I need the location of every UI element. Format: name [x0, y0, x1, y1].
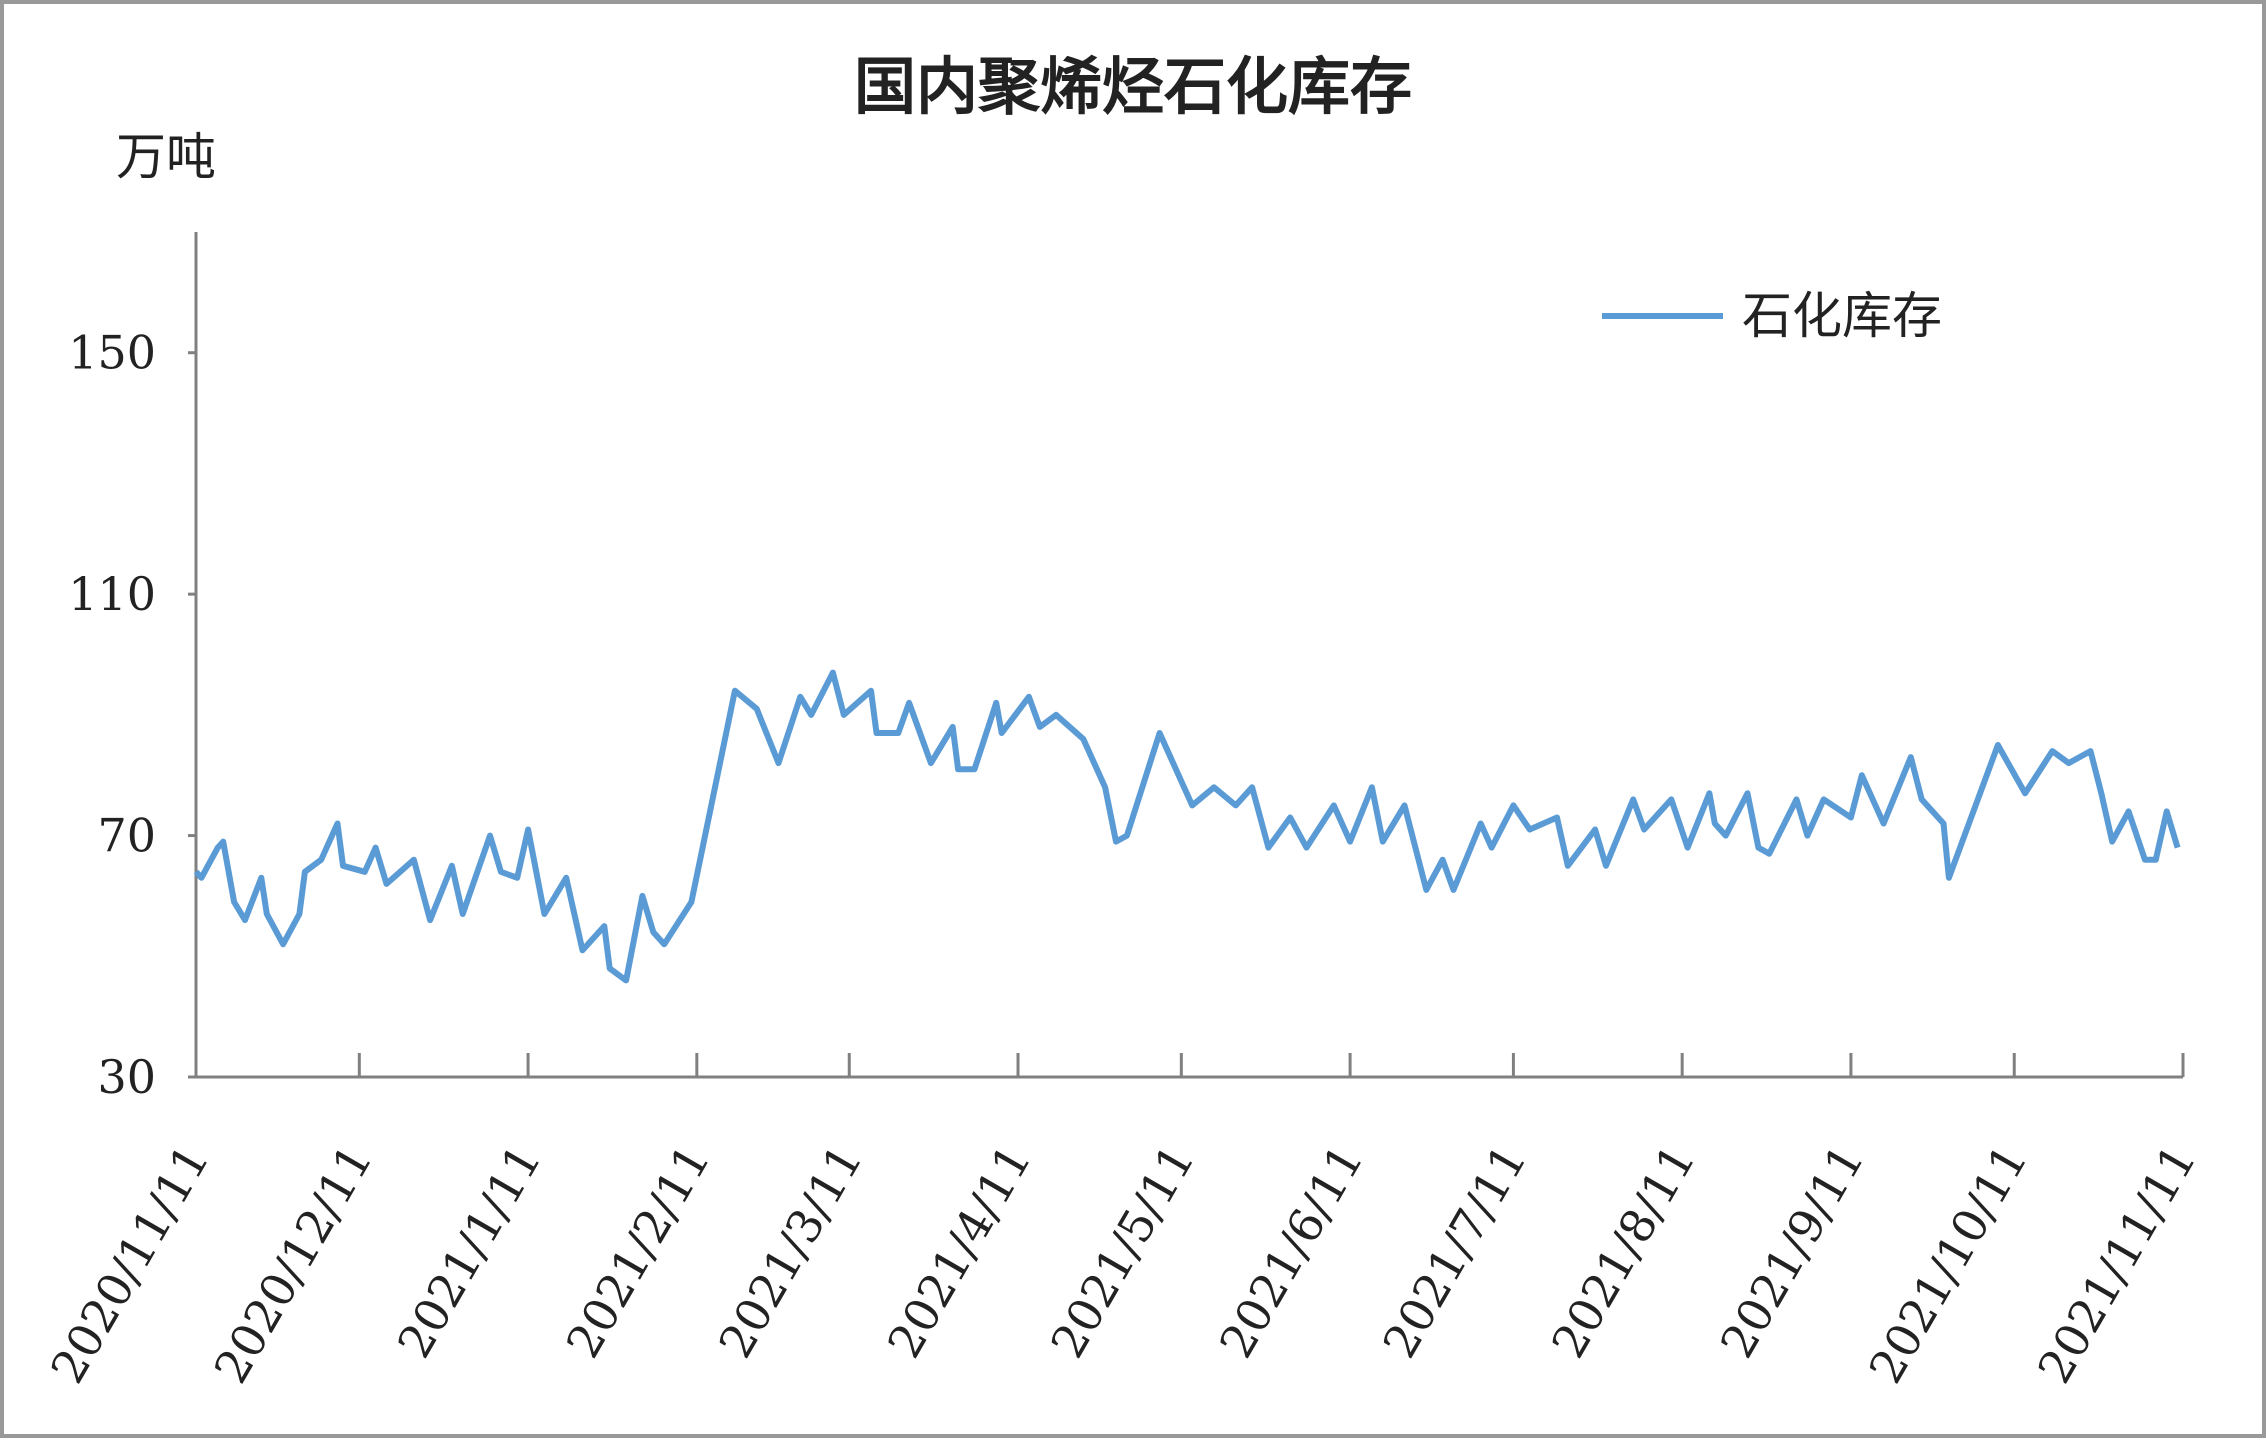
- y-tick-label: 70: [97, 809, 156, 863]
- legend-label: 石化库存: [1742, 287, 1942, 345]
- y-tick-label: 150: [68, 326, 156, 380]
- chart-title: 国内聚烯烃石化库存: [854, 50, 1412, 123]
- y-tick-label: 110: [68, 567, 156, 621]
- y-axis-label: 万吨: [116, 128, 216, 186]
- series-line: [193, 669, 2181, 984]
- y-tick-label: 30: [97, 1050, 156, 1104]
